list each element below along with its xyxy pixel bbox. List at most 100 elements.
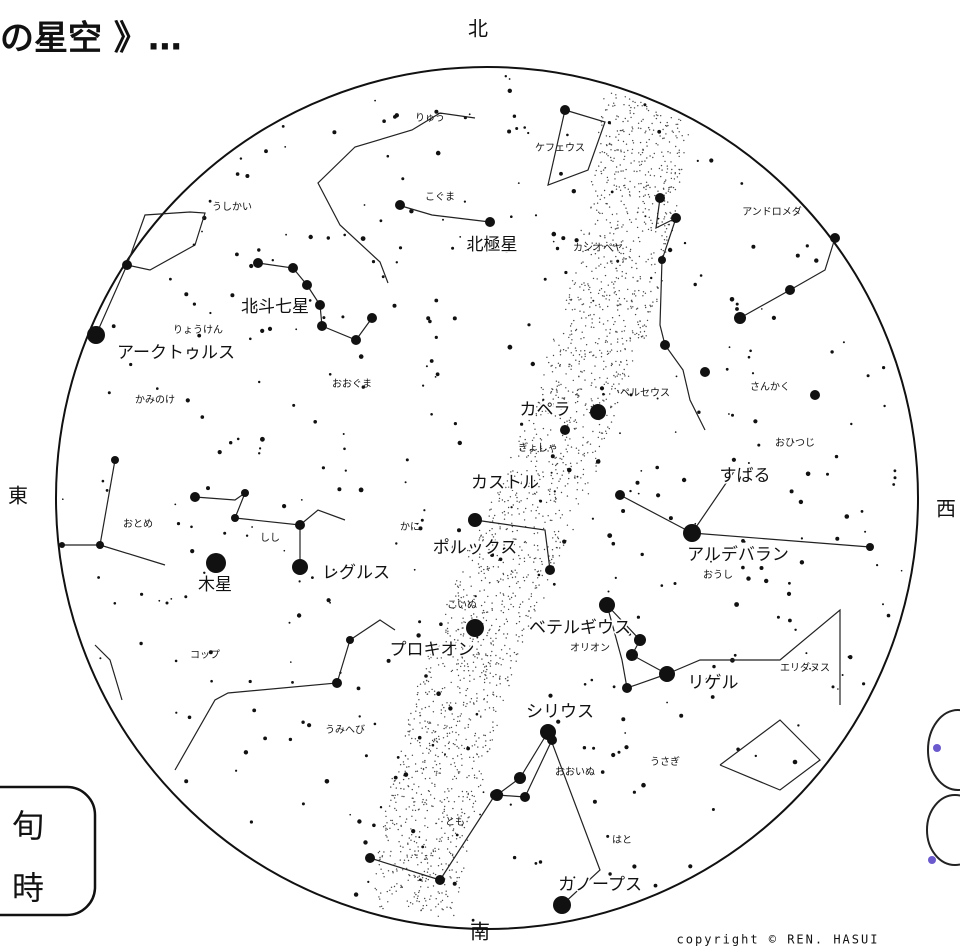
milky-way-dot xyxy=(655,272,656,273)
milky-way-dot xyxy=(519,501,520,502)
milky-way-dot xyxy=(421,794,422,795)
milky-way-dot xyxy=(445,863,446,864)
star xyxy=(230,293,234,297)
milky-way-dot xyxy=(624,375,625,376)
milky-way-dot xyxy=(609,206,610,207)
milky-way-dot xyxy=(590,292,591,293)
milky-way-dot xyxy=(516,583,517,584)
milky-way-dot xyxy=(439,838,440,839)
milky-way-dot xyxy=(472,560,473,561)
milky-way-dot xyxy=(430,865,431,866)
milky-way-dot xyxy=(419,831,420,832)
milky-way-dot xyxy=(600,162,601,163)
milky-way-dot xyxy=(429,743,430,744)
milky-way-dot xyxy=(456,881,457,882)
milky-way-dot xyxy=(438,736,439,737)
milky-way-dot xyxy=(452,808,453,809)
milky-way-dot xyxy=(502,579,503,580)
milky-way-dot xyxy=(459,584,460,585)
milky-way-dot xyxy=(623,141,624,142)
star xyxy=(193,303,196,306)
milky-way-dot xyxy=(583,282,584,283)
constellation-label: レグルス xyxy=(322,563,390,583)
milky-way-dot xyxy=(445,632,446,633)
milky-way-dot xyxy=(421,881,422,882)
star xyxy=(882,603,884,605)
milky-way-dot xyxy=(602,309,603,310)
star xyxy=(682,478,686,482)
star xyxy=(535,214,537,216)
milky-way-dot xyxy=(459,887,460,888)
milky-way-dot xyxy=(476,753,477,754)
star xyxy=(307,723,311,727)
milky-way-dot xyxy=(427,887,428,888)
milky-way-dot xyxy=(483,610,484,611)
milky-way-dot xyxy=(451,682,452,683)
milky-way-dot xyxy=(537,507,538,508)
milky-way-dot xyxy=(508,685,509,686)
milky-way-dot xyxy=(617,309,618,310)
milky-way-dot xyxy=(663,250,664,251)
milky-way-dot xyxy=(466,791,467,792)
milky-way-dot xyxy=(435,731,436,732)
milky-way-dot xyxy=(495,655,496,656)
milky-way-dot xyxy=(526,456,527,457)
milky-way-dot xyxy=(676,124,677,125)
milky-way-dot xyxy=(673,132,674,133)
constellation-label: ぎょしゃ xyxy=(518,441,558,454)
milky-way-dot xyxy=(535,557,536,558)
star xyxy=(139,642,142,645)
milky-way-dot xyxy=(499,657,500,658)
milky-way-dot xyxy=(466,703,467,704)
milky-way-dot xyxy=(661,165,662,166)
milky-way-dot xyxy=(642,105,643,106)
milky-way-dot xyxy=(625,118,626,119)
milky-way-dot xyxy=(634,102,635,103)
milky-way-dot xyxy=(577,482,578,483)
milky-way-dot xyxy=(614,292,615,293)
star xyxy=(218,450,222,454)
milky-way-dot xyxy=(551,559,552,560)
milky-way-dot xyxy=(392,823,393,824)
star xyxy=(301,499,303,501)
milky-way-dot xyxy=(574,475,575,476)
constellation-label: カペラ xyxy=(520,400,571,420)
bright-star xyxy=(466,619,484,637)
milky-way-dot xyxy=(607,378,608,379)
milky-way-dot xyxy=(607,262,608,263)
milky-way-dot xyxy=(613,283,614,284)
milky-way-dot xyxy=(528,574,529,575)
milky-way-dot xyxy=(571,446,572,447)
milky-way-dot xyxy=(400,885,401,886)
star xyxy=(864,531,866,533)
milky-way-dot xyxy=(415,771,416,772)
milky-way-dot xyxy=(615,97,616,98)
milky-way-dot xyxy=(644,324,645,325)
milky-way-dot xyxy=(411,738,412,739)
milky-way-dot xyxy=(566,437,567,438)
milky-way-dot xyxy=(655,186,656,187)
star xyxy=(544,278,547,281)
bright-star xyxy=(655,193,665,203)
milky-way-dot xyxy=(512,470,513,471)
milky-way-dot xyxy=(679,150,680,151)
milky-way-dot xyxy=(574,428,575,429)
milky-way-dot xyxy=(532,494,533,495)
star xyxy=(554,490,556,492)
milky-way-dot xyxy=(561,459,562,460)
milky-way-dot xyxy=(501,649,502,650)
milky-way-dot xyxy=(654,264,655,265)
milky-way-dot xyxy=(652,305,653,306)
milky-way-dot xyxy=(602,117,603,118)
milky-way-dot xyxy=(576,448,577,449)
star xyxy=(108,391,111,394)
milky-way-dot xyxy=(584,285,585,286)
milky-way-dot xyxy=(456,663,457,664)
milky-way-dot xyxy=(578,395,579,396)
star xyxy=(633,791,636,794)
milky-way-dot xyxy=(623,253,624,254)
milky-way-dot xyxy=(606,109,607,110)
star xyxy=(661,584,664,587)
milky-way-dot xyxy=(594,365,595,366)
milky-way-dot xyxy=(518,441,519,442)
